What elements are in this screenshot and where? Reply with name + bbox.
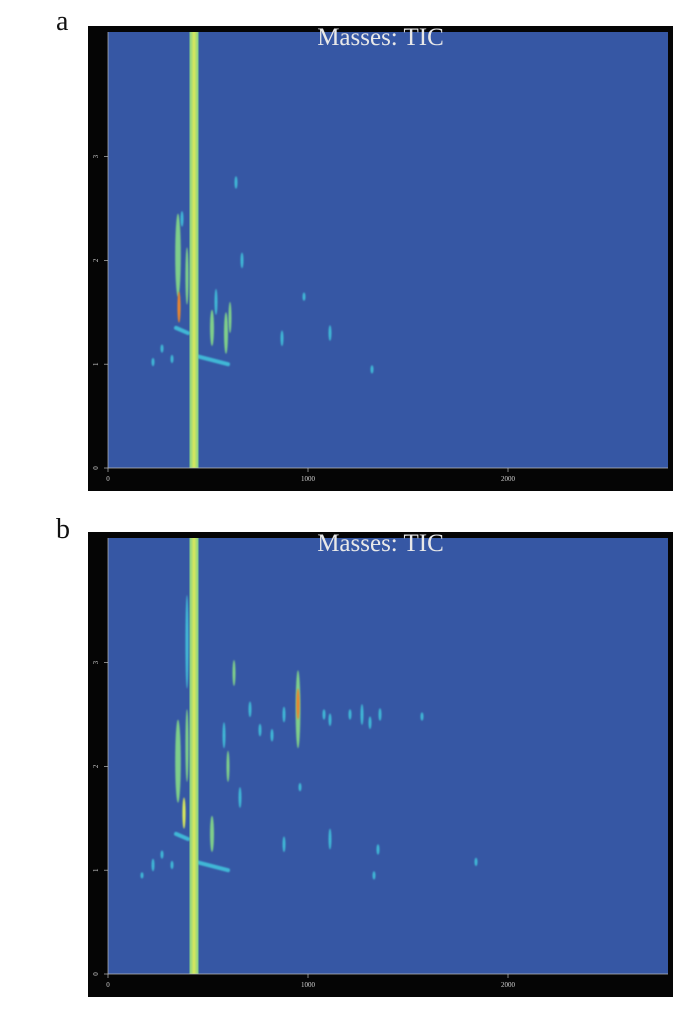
- peak-mark: [185, 709, 189, 782]
- peak-mark: [151, 858, 155, 872]
- peak-mark: [182, 797, 186, 829]
- peak-mark: [372, 871, 376, 880]
- heatmap-panel-a: Masses: TIC 0 1000 2000 0 1 2 3: [88, 26, 673, 491]
- peak-mark: [474, 857, 478, 867]
- peak-mark: [280, 330, 284, 347]
- peak-mark: [270, 729, 274, 742]
- peak-mark: [232, 659, 236, 686]
- peak-mark: [282, 836, 286, 853]
- y-tick-label: 2: [92, 258, 100, 262]
- heatmap-panel-b: Masses: TIC 0 1000 2000 0 1 2 3: [88, 532, 673, 997]
- peak-mark: [214, 288, 218, 315]
- solvent-band: [189, 32, 199, 468]
- streak-mark: [194, 353, 230, 367]
- x-tick-label: 1000: [301, 981, 316, 989]
- peak-mark: [160, 850, 164, 859]
- peak-mark: [224, 312, 228, 354]
- peak-mark: [228, 301, 232, 334]
- x-tick-label: 0: [106, 475, 110, 483]
- peak-mark: [160, 344, 164, 353]
- x-tick-label: 0: [106, 981, 110, 989]
- peak-mark: [328, 713, 332, 726]
- y-tick-label: 1: [92, 868, 100, 872]
- peak-mark: [282, 706, 286, 723]
- peak-mark: [240, 252, 244, 269]
- peak-mark: [177, 291, 181, 323]
- streak-mark: [174, 831, 190, 842]
- peak-mark: [185, 595, 189, 689]
- plot-area: [108, 32, 668, 468]
- streak-mark: [174, 325, 190, 336]
- peak-mark: [210, 815, 214, 853]
- peak-mark: [238, 787, 242, 808]
- peak-mark: [296, 688, 300, 720]
- y-tick-label: 3: [92, 660, 100, 664]
- peak-mark: [180, 211, 184, 227]
- peak-mark: [170, 354, 174, 364]
- peak-mark: [302, 292, 306, 301]
- solvent-band: [189, 538, 199, 974]
- panel-a-label: a: [56, 6, 69, 37]
- x-tick-label: 2000: [501, 475, 516, 483]
- y-tick-label: 1: [92, 362, 100, 366]
- heatmap-b-svg: Masses: TIC 0 1000 2000 0 1 2 3: [88, 532, 673, 997]
- peak-mark: [175, 719, 181, 803]
- peak-mark: [368, 716, 372, 730]
- peak-mark: [360, 704, 364, 725]
- peak-mark: [258, 723, 262, 737]
- peak-mark: [226, 750, 230, 782]
- peak-mark: [348, 709, 352, 720]
- y-tick-label: 0: [92, 972, 100, 976]
- peak-mark: [210, 309, 214, 347]
- peak-mark: [322, 709, 326, 720]
- peak-mark: [328, 828, 332, 850]
- x-tick-label: 2000: [501, 981, 516, 989]
- peak-mark: [298, 782, 302, 792]
- x-tick-label: 1000: [301, 475, 316, 483]
- peak-mark: [175, 213, 181, 297]
- plot-area: [108, 538, 668, 974]
- peak-mark: [376, 844, 380, 855]
- peak-mark: [222, 722, 226, 749]
- streak-mark: [194, 859, 230, 873]
- peak-mark: [151, 357, 155, 367]
- peak-mark: [234, 176, 238, 189]
- peak-mark: [378, 708, 382, 721]
- peak-mark: [170, 860, 174, 870]
- peak-mark: [328, 325, 332, 341]
- chart-title: Masses: TIC: [317, 26, 444, 51]
- panel-b-label: b: [56, 514, 70, 545]
- y-tick-label: 2: [92, 764, 100, 768]
- peak-mark: [185, 247, 189, 305]
- heatmap-a-svg: Masses: TIC 0 1000 2000 0 1 2 3: [88, 26, 673, 491]
- peak-mark: [420, 712, 424, 721]
- chart-title: Masses: TIC: [317, 532, 444, 557]
- peak-mark: [370, 365, 374, 374]
- y-tick-label: 0: [92, 466, 100, 470]
- peak-mark: [140, 872, 144, 879]
- y-tick-label: 3: [92, 154, 100, 158]
- peak-mark: [248, 701, 252, 718]
